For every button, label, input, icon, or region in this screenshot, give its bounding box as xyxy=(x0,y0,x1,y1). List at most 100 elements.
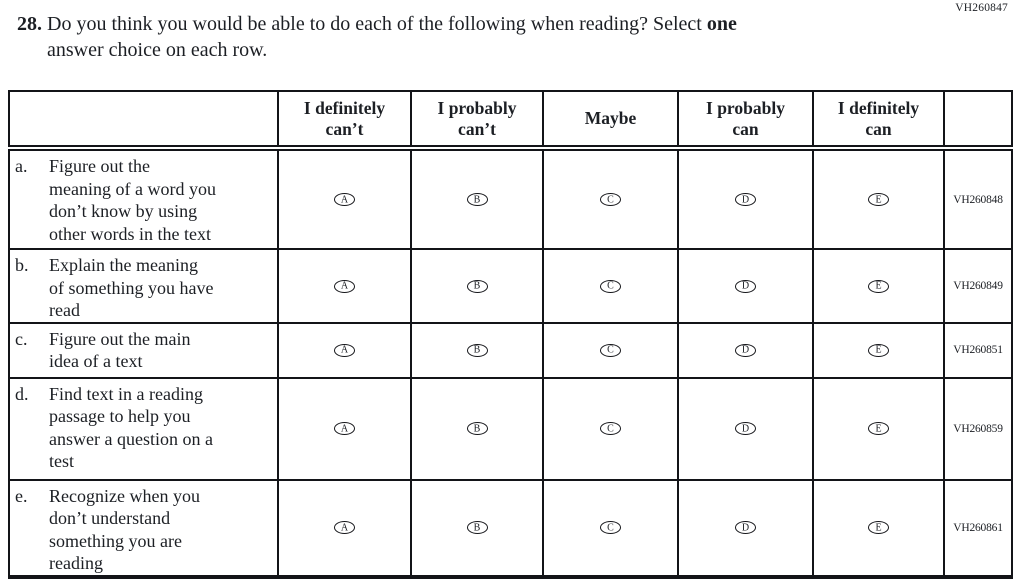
row-statement: Explain the meaning of something you hav… xyxy=(49,255,214,320)
bubble-letter: B xyxy=(473,194,481,206)
answer-bubble-c[interactable]: C xyxy=(600,422,621,436)
question-number: 28. xyxy=(17,13,42,35)
option-cell: C xyxy=(542,321,679,379)
row-letter: d. xyxy=(15,383,29,404)
option-cell: C xyxy=(542,376,679,481)
column-header-i-definitely-cant: I definitely can’t xyxy=(277,90,412,151)
bubble-letter: D xyxy=(741,194,750,206)
answer-bubble-d[interactable]: D xyxy=(735,343,756,357)
bubble-letter: C xyxy=(607,522,614,534)
answer-bubble-a[interactable]: A xyxy=(334,422,355,436)
header-code-cell xyxy=(943,90,1013,151)
bubble-letter: A xyxy=(340,344,349,356)
bubble-letter: B xyxy=(473,423,481,435)
answer-bubble-e[interactable]: E xyxy=(868,521,889,535)
row-code: VH260848 xyxy=(943,147,1013,250)
question-text-start: Do you think you would be able to do eac… xyxy=(47,13,707,35)
bubble-letter: B xyxy=(473,522,481,534)
item-code-top: VH260847 xyxy=(955,2,1008,14)
response-grid: I definitely can’t I probably can’t Mayb… xyxy=(8,90,1013,579)
statement-cell: b. Explain the meaning of something you h… xyxy=(8,248,279,324)
column-header-i-probably-can: I probably can xyxy=(677,90,814,151)
table-row: d. Find text in a reading passage to help… xyxy=(8,376,1013,481)
answer-bubble-b[interactable]: B xyxy=(466,521,488,535)
bubble-letter: C xyxy=(607,344,614,356)
option-cell: C xyxy=(542,147,679,250)
answer-bubble-b[interactable]: B xyxy=(466,343,488,357)
option-cell: E xyxy=(812,147,945,250)
row-statement: Recognize when you don’t understand some… xyxy=(49,485,200,574)
row-code: VH260859 xyxy=(943,376,1013,481)
option-cell: D xyxy=(677,478,814,579)
header-stub-cell xyxy=(8,90,279,151)
option-cell: B xyxy=(410,478,544,579)
table-row: a. Figure out the meaning of a word you d… xyxy=(8,147,1013,250)
answer-bubble-d[interactable]: D xyxy=(735,422,756,436)
question-block: 28. Do you think you would be able to do… xyxy=(17,11,737,63)
answer-bubble-a[interactable]: A xyxy=(334,521,355,535)
row-letter: a. xyxy=(15,156,28,176)
option-cell: E xyxy=(812,321,945,379)
option-cell: E xyxy=(812,478,945,579)
answer-bubble-c[interactable]: C xyxy=(600,193,621,207)
bubble-letter: B xyxy=(473,280,481,292)
option-cell: B xyxy=(410,248,544,324)
option-cell: E xyxy=(812,376,945,481)
column-header-i-definitely-can: I definitely can xyxy=(812,90,945,151)
bubble-letter: D xyxy=(741,522,750,534)
column-header-maybe: Maybe xyxy=(542,90,679,151)
row-letter: e. xyxy=(15,485,28,506)
table-row: b. Explain the meaning of something you h… xyxy=(8,248,1013,324)
answer-bubble-e[interactable]: E xyxy=(868,422,889,436)
bubble-letter: E xyxy=(875,344,882,356)
answer-bubble-c[interactable]: C xyxy=(600,343,621,357)
bubble-letter: A xyxy=(340,423,349,435)
bubble-letter: E xyxy=(875,194,882,206)
answer-bubble-b[interactable]: B xyxy=(466,422,488,436)
row-statement: Find text in a reading passage to help y… xyxy=(49,383,213,472)
option-cell: A xyxy=(277,321,412,379)
answer-bubble-d[interactable]: D xyxy=(735,521,756,535)
row-code: VH260861 xyxy=(943,478,1013,579)
option-cell: A xyxy=(277,147,412,250)
bubble-letter: A xyxy=(340,194,349,206)
answer-bubble-e[interactable]: E xyxy=(868,343,889,357)
row-code: VH260849 xyxy=(943,248,1013,324)
answer-bubble-a[interactable]: A xyxy=(334,343,355,357)
bubble-letter: C xyxy=(607,194,614,206)
header-row: I definitely can’t I probably can’t Mayb… xyxy=(8,90,1013,151)
bubble-letter: A xyxy=(340,280,349,292)
option-cell: D xyxy=(677,321,814,379)
bubble-letter: D xyxy=(741,344,750,356)
option-cell: A xyxy=(277,478,412,579)
question-text-end: answer choice on each row. xyxy=(47,39,268,61)
answer-bubble-e[interactable]: E xyxy=(868,193,889,207)
bubble-letter: D xyxy=(741,280,750,292)
table-row: e. Recognize when you don’t understand so… xyxy=(8,478,1013,579)
bubble-letter: E xyxy=(875,423,882,435)
bubble-letter: E xyxy=(875,522,882,534)
column-header-i-probably-cant: I probably can’t xyxy=(410,90,544,151)
answer-bubble-a[interactable]: A xyxy=(334,193,355,207)
statement-cell: e. Recognize when you don’t understand so… xyxy=(8,478,279,579)
answer-bubble-b[interactable]: B xyxy=(466,279,488,293)
answer-bubble-d[interactable]: D xyxy=(735,279,756,293)
row-statement: Figure out the meaning of a word you don… xyxy=(49,156,216,244)
row-code: VH260851 xyxy=(943,321,1013,379)
answer-bubble-b[interactable]: B xyxy=(466,193,488,207)
answer-bubble-d[interactable]: D xyxy=(735,193,756,207)
answer-bubble-a[interactable]: A xyxy=(334,279,355,293)
row-letter: b. xyxy=(15,255,29,275)
option-cell: D xyxy=(677,376,814,481)
answer-bubble-c[interactable]: C xyxy=(600,279,621,293)
table-row: c. Figure out the main idea of a text A B… xyxy=(8,321,1013,379)
bubble-letter: C xyxy=(607,423,614,435)
answer-bubble-e[interactable]: E xyxy=(868,279,889,293)
option-cell: D xyxy=(677,147,814,250)
statement-cell: c. Figure out the main idea of a text xyxy=(8,321,279,379)
question-text: Do you think you would be able to do eac… xyxy=(47,11,737,63)
option-cell: C xyxy=(542,478,679,579)
answer-bubble-c[interactable]: C xyxy=(600,521,621,535)
row-letter: c. xyxy=(15,328,28,349)
option-cell: D xyxy=(677,248,814,324)
